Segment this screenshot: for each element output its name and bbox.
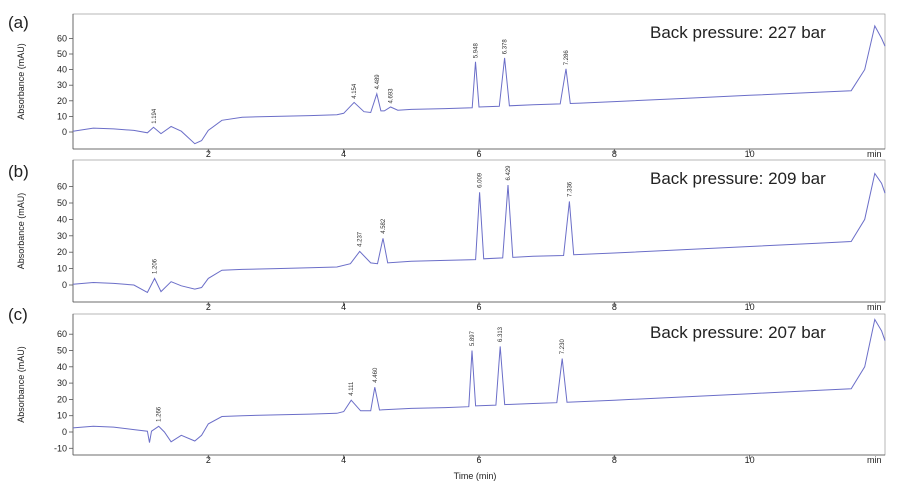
y-tick-label: 0 — [62, 127, 67, 137]
peak-retention-label: 6.378 — [503, 39, 509, 55]
y-tick-label: 60 — [57, 329, 67, 339]
peak-retention-label: 4.693 — [389, 88, 395, 104]
x-tick-label: 6 — [476, 302, 481, 312]
x-tick-label: 10 — [745, 455, 755, 465]
y-tick-label: 0 — [62, 280, 67, 290]
x-tick-label: 10 — [745, 302, 755, 312]
peak-retention-label: 4.460 — [373, 367, 379, 383]
chart-panel-b: (b) Absorbance (mAU) 0 10 20 30 40 50 60 2 4 6 8 10 mi… — [8, 159, 886, 312]
x-tick-label: 4 — [341, 149, 346, 159]
x-tick-label: 8 — [612, 455, 617, 465]
x-tick-label: 4 — [341, 302, 346, 312]
x-tick-label: 2 — [206, 302, 211, 312]
peak-retention-label: 5.948 — [474, 43, 480, 59]
panel-label: (c) — [8, 305, 28, 324]
x-tick-label: 10 — [745, 149, 755, 159]
peak-retention-label: 4.582 — [381, 218, 387, 234]
peak-retention-label: 4.111 — [349, 381, 355, 396]
peak-retention-label: 6.429 — [506, 165, 512, 181]
back-pressure-annotation: Back pressure: 227 bar — [650, 23, 826, 42]
peak-retention-label: 7.286 — [564, 50, 570, 66]
y-tick-label: 50 — [57, 346, 67, 356]
back-pressure-annotation: Back pressure: 207 bar — [650, 323, 826, 342]
y-tick-label: 20 — [57, 247, 67, 257]
y-tick-label: 40 — [57, 214, 67, 224]
y-tick-label: -10 — [54, 443, 67, 453]
panel-label: (a) — [8, 13, 29, 32]
y-tick-label: 30 — [57, 231, 67, 241]
peak-retention-label: 7.230 — [560, 339, 566, 355]
x-tick-label: 4 — [341, 455, 346, 465]
y-tick-label: 30 — [57, 80, 67, 90]
peak-retention-label: 7.336 — [567, 181, 573, 197]
x-tick-label: 6 — [476, 455, 481, 465]
chromatogram-trace — [72, 24, 886, 145]
y-axis-label: Absorbance (mAU) — [16, 193, 26, 270]
panel-label: (b) — [8, 162, 29, 181]
peak-retention-label: 1.206 — [153, 258, 159, 274]
x-axis-label: Time (min) — [454, 471, 497, 481]
peak-retention-label: 1.194 — [152, 108, 158, 124]
y-tick-label: 40 — [57, 65, 67, 75]
y-tick-label: 20 — [57, 394, 67, 404]
y-tick-label: 40 — [57, 362, 67, 372]
y-tick-label: 10 — [57, 264, 67, 274]
x-tick-label: 2 — [206, 149, 211, 159]
x-unit-label: min — [867, 149, 882, 159]
y-tick-label: 60 — [57, 33, 67, 43]
y-axis-label: Absorbance (mAU) — [16, 346, 26, 423]
peak-retention-label: 4.237 — [358, 231, 364, 247]
y-tick-label: 50 — [57, 198, 67, 208]
x-tick-label: 6 — [476, 149, 481, 159]
peak-retention-label: 5.897 — [470, 330, 476, 346]
y-tick-label: 50 — [57, 49, 67, 59]
x-unit-label: min — [867, 455, 882, 465]
y-tick-label: 10 — [57, 111, 67, 121]
chromatogram-trace — [72, 318, 886, 443]
y-axis-label: Absorbance (mAU) — [16, 43, 26, 120]
y-tick-label: 10 — [57, 411, 67, 421]
back-pressure-annotation: Back pressure: 209 bar — [650, 169, 826, 188]
x-unit-label: min — [867, 302, 882, 312]
y-tick-label: 60 — [57, 182, 67, 192]
chromatogram-trace — [72, 172, 886, 294]
x-tick-label: 8 — [612, 302, 617, 312]
peak-retention-label: 6.313 — [498, 326, 504, 342]
peak-retention-label: 4.154 — [352, 83, 358, 99]
chart-panel-a: (a) Absorbance (mAU) 0 10 20 30 40 50 60 2 4 6 8 10 mi… — [8, 13, 886, 159]
chart-panel-c: (c) Absorbance (mAU) -10 0 10 20 30 40 50 60 2 4 6 8 1… — [8, 305, 886, 481]
peak-retention-label: 4.489 — [375, 74, 381, 90]
y-tick-label: 0 — [62, 427, 67, 437]
y-tick-label: 30 — [57, 378, 67, 388]
peak-retention-label: 1.266 — [157, 406, 163, 422]
peak-retention-label: 6.009 — [478, 172, 484, 188]
y-tick-label: 20 — [57, 96, 67, 106]
x-tick-label: 8 — [612, 149, 617, 159]
x-tick-label: 2 — [206, 455, 211, 465]
